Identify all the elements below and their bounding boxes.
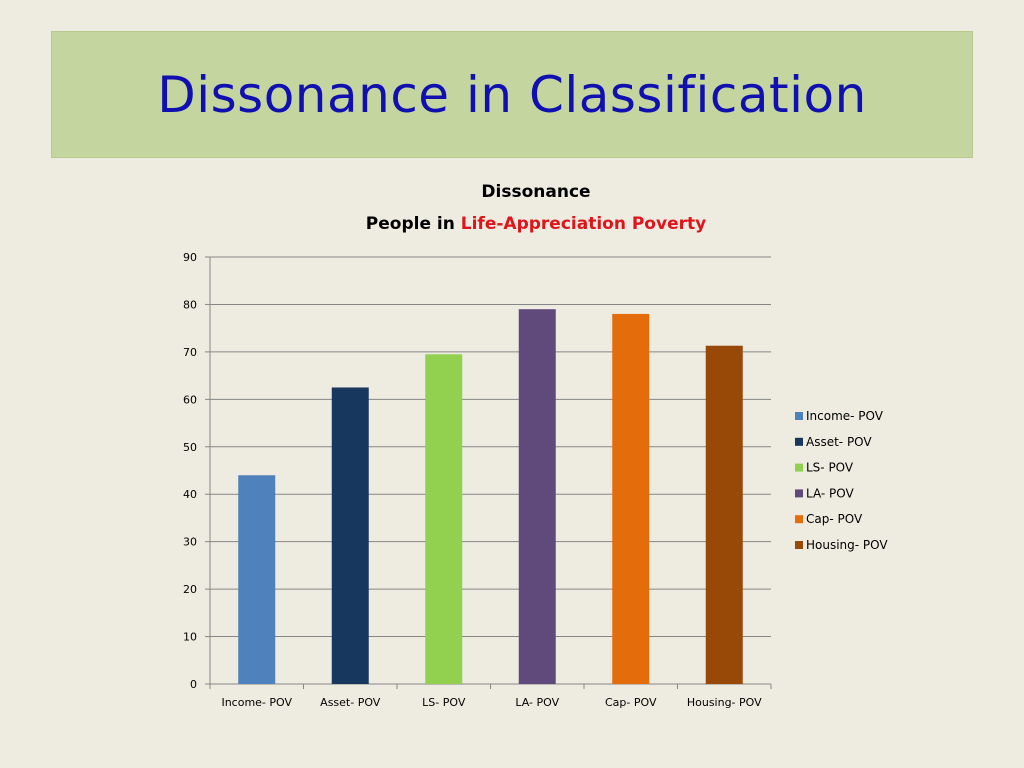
chart-subtitle: People in Life-Appreciation Poverty xyxy=(200,214,872,234)
legend-swatch xyxy=(795,437,803,446)
legend-label: Cap- POV xyxy=(806,512,863,526)
legend-swatch xyxy=(795,412,803,420)
legend-swatch xyxy=(795,463,803,472)
chart-subtitle-highlight: Life-Appreciation Poverty xyxy=(460,214,707,234)
chart-subtitle-prefix: People in xyxy=(365,214,461,234)
y-tick-label: 80 xyxy=(183,298,197,311)
y-tick-label: 40 xyxy=(183,488,197,501)
legend-label: Asset- POV xyxy=(806,435,872,449)
bars xyxy=(238,309,743,684)
legend-item: Cap- POV xyxy=(795,512,863,526)
bar xyxy=(425,354,463,684)
y-tick-label: 0 xyxy=(190,678,197,691)
bar xyxy=(331,387,369,684)
legend: Income- POV Asset- POV LS- POV LA- POV Cap- … xyxy=(795,409,888,552)
tick-labels: 0 10 20 30 40 50 60 70 80 90 Income- POV Asset- POV… xyxy=(183,251,762,709)
bar xyxy=(518,309,556,684)
y-tick-label: 10 xyxy=(183,631,197,644)
x-tick-label: Income- POV xyxy=(221,696,292,709)
slide-title: Dissonance in Classification xyxy=(157,65,867,124)
y-tick-label: 50 xyxy=(183,441,197,454)
legend-label: LA- POV xyxy=(806,486,855,500)
y-tick-label: 60 xyxy=(183,393,197,406)
legend-label: Housing- POV xyxy=(806,538,888,552)
y-tick-label: 30 xyxy=(183,536,197,549)
legend-item: Asset- POV xyxy=(795,435,872,449)
chart-title: Dissonance xyxy=(481,182,591,202)
legend-item: Income- POV xyxy=(795,409,884,423)
legend-item: Housing- POV xyxy=(795,538,888,552)
y-tick-label: 90 xyxy=(183,251,197,264)
bar xyxy=(705,345,743,684)
y-tick-label: 20 xyxy=(183,583,197,596)
legend-label: LS- POV xyxy=(806,461,854,475)
bar xyxy=(238,475,276,684)
legend-swatch xyxy=(795,515,803,524)
title-bar: Dissonance in Classification xyxy=(51,31,973,158)
x-tick-label: LA- POV xyxy=(515,696,559,709)
y-tick-label: 70 xyxy=(183,346,197,359)
x-tick-label: Cap- POV xyxy=(605,696,657,709)
legend-item: LS- POV xyxy=(795,461,854,475)
x-tick-label: LS- POV xyxy=(422,696,466,709)
legend-item: LA- POV xyxy=(795,486,855,500)
x-tick-label: Housing- POV xyxy=(687,696,762,709)
legend-swatch xyxy=(795,541,803,549)
axes xyxy=(205,256,772,689)
gridlines xyxy=(210,256,771,638)
x-tick-label: Asset- POV xyxy=(320,696,381,709)
bar xyxy=(612,313,650,684)
legend-label: Income- POV xyxy=(806,409,884,423)
legend-swatch xyxy=(795,489,803,498)
